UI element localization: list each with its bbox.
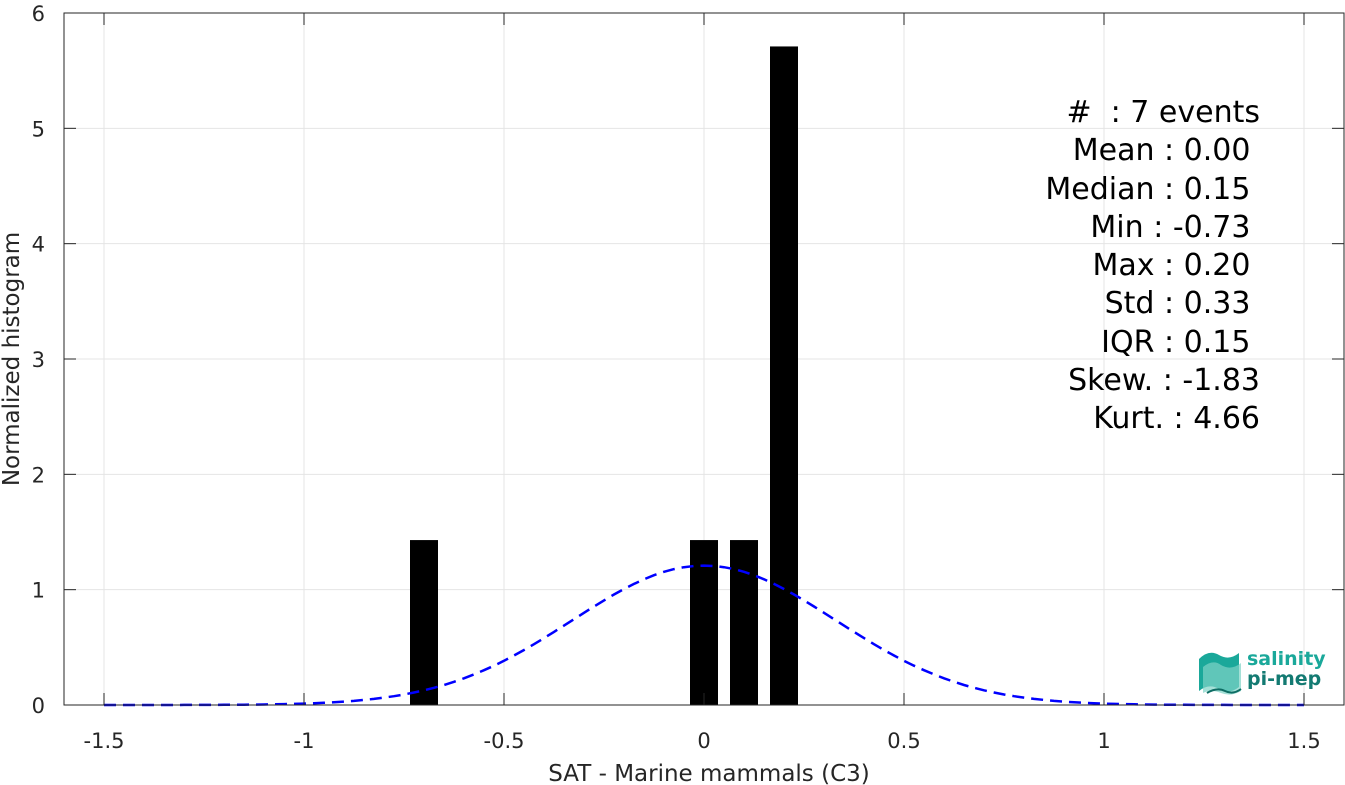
stat-count: # : 7 events [1066,95,1260,130]
histogram-bars [410,46,798,706]
x-tick-label: -1 [294,729,315,753]
logo-text-salinity: salinity [1247,648,1326,670]
x-tick-label: -0.5 [484,729,525,753]
histogram-bar [770,46,798,706]
statistics-panel: # : 7 events Mean : 0.00 Median : 0.15 M… [960,94,1260,439]
y-tick-label: 0 [32,694,45,718]
stat-std: Std : 0.33 [1104,286,1260,322]
x-tick-label: 0.5 [887,729,920,753]
x-tick-label: 0 [697,729,710,753]
y-tick-label: 6 [32,2,45,26]
y-tick-label: 1 [32,579,45,603]
stat-median: Median : 0.15 [1045,171,1260,207]
x-axis-label: SAT - Marine mammals (C3) [548,761,870,785]
y-tick-label: 5 [32,117,45,141]
wave-logo-icon [1199,652,1242,695]
x-tick-label: 1.5 [1287,729,1320,753]
x-tick-label: -1.5 [84,729,125,753]
salinity-pi-mep-logo: salinity pi-mep [1195,647,1326,695]
stat-kurt: Kurt. : 4.66 [1093,401,1260,437]
histogram-bar [690,540,718,705]
x-tick-label: 1 [1097,729,1110,753]
y-tick-label: 2 [32,463,45,487]
stat-min: Min : -0.73 [1090,209,1260,245]
y-tick-label: 3 [32,348,45,372]
stat-iqr: IQR : 0.15 [1101,324,1260,360]
logo-text-pi-mep: pi-mep [1247,668,1322,690]
axis-ticks: -1.5 -1 -0.5 0 0.5 1 1.5 0 1 2 3 4 5 6 [32,2,1344,753]
histogram-bar [410,540,438,705]
stat-max: Max : 0.20 [1092,248,1260,284]
y-axis-label: Normalized histogram [0,232,25,486]
stat-skew: Skew. : -1.83 [1068,363,1260,399]
y-tick-label: 4 [32,233,45,257]
stat-mean: Mean : 0.00 [1072,133,1260,169]
histogram-bar [730,540,758,705]
